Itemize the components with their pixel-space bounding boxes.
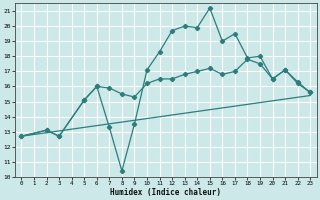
X-axis label: Humidex (Indice chaleur): Humidex (Indice chaleur) — [110, 188, 221, 197]
